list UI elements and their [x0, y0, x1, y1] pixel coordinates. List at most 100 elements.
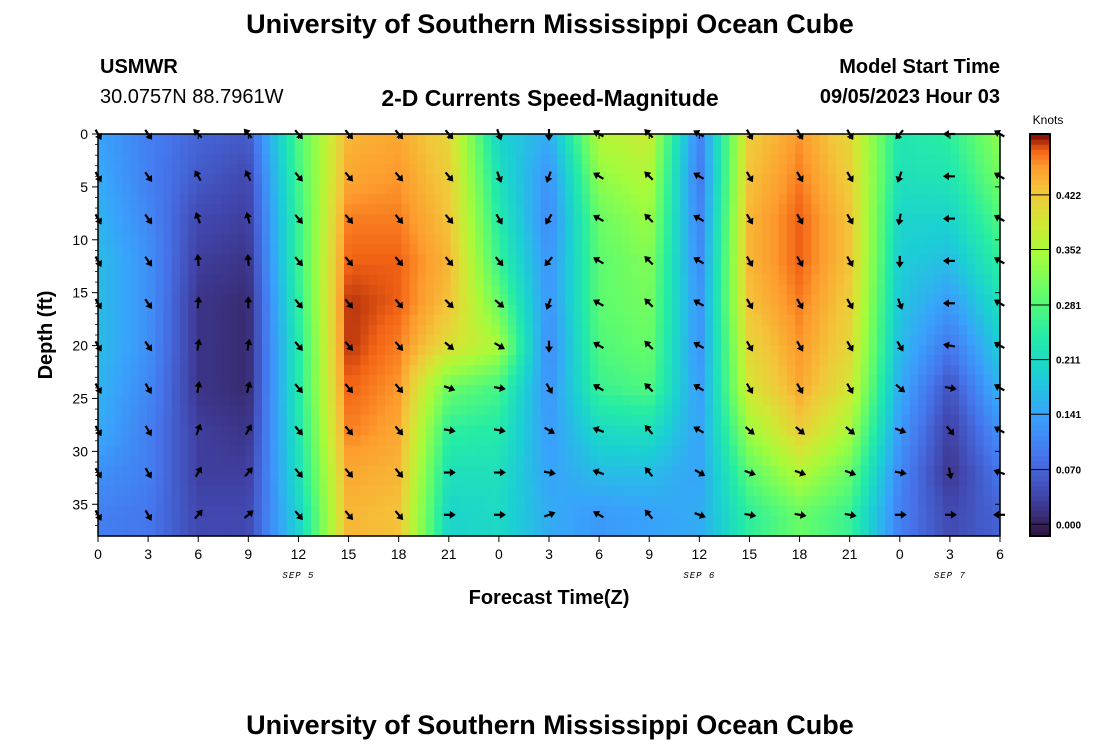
- heatmap-cell: [204, 154, 214, 165]
- heatmap-cell: [565, 174, 575, 185]
- heatmap-cell: [844, 355, 853, 366]
- heatmap-cell: [762, 345, 771, 356]
- heatmap-cell: [229, 415, 238, 427]
- heatmap-cell: [959, 485, 968, 497]
- heatmap-cell: [376, 355, 386, 366]
- heatmap-cell: [483, 335, 493, 346]
- heatmap-cell: [959, 405, 968, 416]
- heatmap-cell: [836, 395, 845, 406]
- heatmap-cell: [221, 485, 230, 497]
- heatmap-cell: [327, 395, 337, 406]
- heatmap-cell: [729, 264, 739, 276]
- heatmap-cell: [327, 324, 337, 336]
- heatmap-cell: [352, 324, 361, 336]
- colorbar-segment: [1030, 319, 1050, 326]
- heatmap-cell: [221, 425, 230, 437]
- x-tick-label: 0: [94, 546, 102, 562]
- heatmap-cell: [803, 375, 812, 386]
- heatmap-cell: [540, 475, 550, 487]
- heatmap-cell: [885, 194, 894, 205]
- heatmap-cell: [934, 475, 944, 487]
- heatmap-cell: [811, 525, 821, 537]
- heatmap-cell: [229, 224, 238, 236]
- heatmap-cell: [516, 294, 525, 306]
- heatmap-cell: [647, 395, 657, 406]
- heatmap-cell: [942, 375, 952, 386]
- heatmap-cell: [631, 465, 640, 477]
- heatmap-cell: [360, 365, 370, 376]
- heatmap-cell: [909, 314, 919, 326]
- heatmap-cell: [811, 174, 821, 185]
- heatmap-cell: [631, 214, 640, 226]
- heatmap-cell: [614, 365, 624, 376]
- heatmap-cell: [795, 405, 804, 416]
- heatmap-cell: [950, 284, 960, 296]
- heatmap-cell: [836, 495, 845, 507]
- heatmap-cell: [171, 184, 181, 195]
- heatmap-cell: [680, 144, 689, 155]
- heatmap-cell: [229, 355, 238, 366]
- heatmap-cell: [98, 294, 107, 306]
- current-arrow: [244, 338, 253, 351]
- heatmap-cell: [188, 335, 197, 346]
- current-arrow: [294, 341, 303, 351]
- heatmap-cell: [499, 234, 509, 246]
- heatmap-cell: [98, 395, 107, 406]
- heatmap-cell: [204, 495, 214, 507]
- heatmap-cell: [754, 425, 763, 437]
- heatmap-cell: [212, 415, 222, 427]
- heatmap-cell: [622, 134, 632, 145]
- heatmap-cell: [918, 495, 927, 507]
- heatmap-cell: [245, 445, 255, 457]
- current-arrow: [444, 298, 454, 309]
- heatmap-cell: [376, 485, 386, 497]
- heatmap-cell: [639, 335, 648, 346]
- heatmap-cell: [983, 515, 993, 527]
- heatmap-cell: [581, 164, 591, 175]
- heatmap-cell: [327, 194, 337, 205]
- heatmap-cell: [458, 204, 468, 215]
- heatmap-cell: [713, 324, 722, 336]
- heatmap-cell: [524, 435, 534, 447]
- heatmap-cell: [434, 144, 443, 155]
- heatmap-cell: [450, 324, 460, 336]
- heatmap-cell: [171, 164, 181, 175]
- heatmap-cell: [959, 495, 968, 507]
- heatmap-cell: [975, 445, 985, 457]
- heatmap-cell: [967, 324, 976, 336]
- heatmap-cell: [663, 264, 673, 276]
- heatmap-cell: [975, 144, 985, 155]
- heatmap-cell: [319, 405, 329, 416]
- heatmap-cell: [983, 204, 993, 215]
- heatmap-cell: [147, 164, 156, 175]
- heatmap-cell: [409, 485, 419, 497]
- heatmap-cell: [704, 495, 714, 507]
- heatmap-cell: [811, 184, 821, 195]
- heatmap-cell: [303, 495, 312, 507]
- colorbar-segment: [1030, 294, 1050, 301]
- heatmap-cell: [573, 194, 583, 205]
- heatmap-cell: [508, 174, 517, 185]
- heatmap-cell: [704, 445, 714, 457]
- heatmap-cell: [294, 405, 304, 416]
- heatmap-cell: [967, 204, 976, 215]
- heatmap-cell: [458, 164, 468, 175]
- heatmap-cell: [975, 224, 985, 236]
- heatmap-cell: [918, 445, 927, 457]
- heatmap-cell: [516, 505, 525, 517]
- heatmap-cell: [401, 515, 411, 527]
- heatmap-cell: [975, 254, 985, 266]
- heatmap-cell: [401, 174, 411, 185]
- heatmap-cell: [253, 294, 263, 306]
- heatmap-cell: [401, 425, 411, 437]
- heatmap-cell: [106, 134, 115, 145]
- heatmap-cell: [327, 184, 337, 195]
- heatmap-cell: [901, 375, 911, 386]
- heatmap-cell: [647, 284, 657, 296]
- heatmap-cell: [409, 395, 419, 406]
- heatmap-cell: [909, 445, 919, 457]
- heatmap-cell: [737, 435, 747, 447]
- heatmap-cell: [286, 515, 296, 527]
- heatmap-cell: [114, 244, 124, 256]
- heatmap-cell: [483, 224, 493, 236]
